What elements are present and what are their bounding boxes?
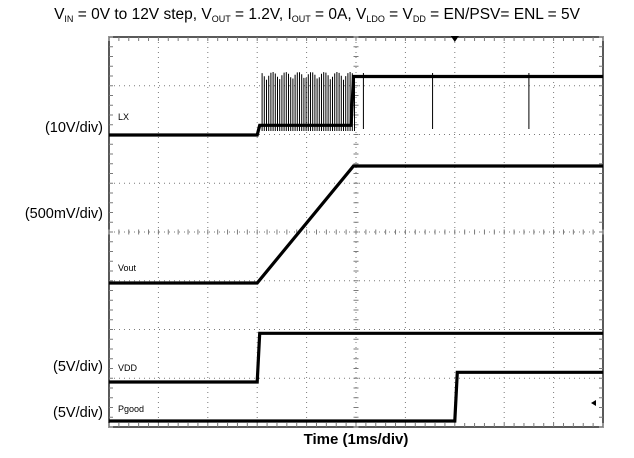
reference-marker (591, 400, 596, 406)
vdd-scale-label: (5V/div) (53, 359, 103, 375)
chart-title: VIN = 0V to 12V step, VOUT = 1.2V, IOUT … (54, 6, 580, 24)
trace-lx (109, 74, 603, 137)
trace-label-vdd: VDD (118, 363, 138, 373)
scope-traces (109, 72, 603, 423)
trace-vdd (109, 331, 603, 384)
trace-label-pgood: Pgood (118, 404, 144, 414)
lx-switching-burst (261, 72, 355, 131)
scope-grid (108, 36, 604, 428)
trace-label-lx: LX (118, 112, 129, 122)
x-axis-label: Time (1ms/div) (303, 431, 409, 448)
vout-scale-label: (500mV/div) (24, 206, 103, 222)
trace-vout (109, 164, 603, 285)
trace-labels: LX Vout VDD Pgood (118, 112, 144, 414)
trigger-marker (450, 36, 459, 42)
trace-label-vout: Vout (118, 263, 137, 273)
trace-pgood (109, 370, 603, 423)
pgood-scale-label: (5V/div) (53, 405, 103, 421)
lx-scale-label: (10V/div) (44, 120, 103, 136)
